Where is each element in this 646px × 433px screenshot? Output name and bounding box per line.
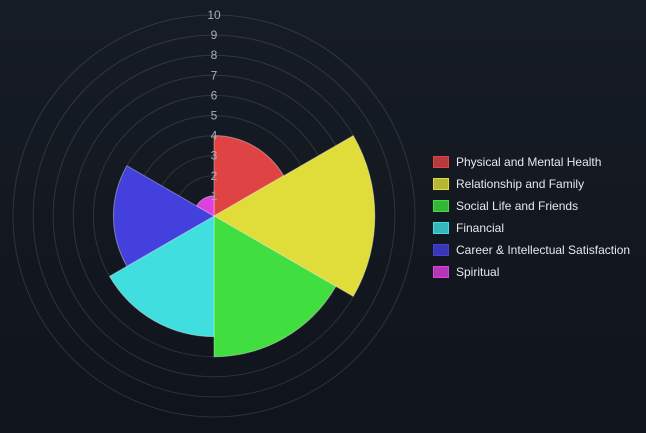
slice-financial[interactable] [108, 215, 215, 338]
slice-social-life-friends[interactable] [213, 215, 337, 358]
legend-item-relationship-family[interactable]: Relationship and Family [433, 173, 630, 195]
tick-label: 5 [211, 109, 218, 123]
tick-label: 8 [211, 48, 218, 62]
legend-swatch [433, 222, 449, 234]
legend-swatch [433, 266, 449, 278]
tick-label: 4 [211, 129, 218, 143]
slice-relationship-family[interactable] [212, 134, 376, 298]
slice-physical-mental-health[interactable] [213, 135, 285, 217]
legend-swatch [433, 200, 449, 212]
slices [108, 134, 376, 358]
legend-item-physical-mental-health[interactable]: Physical and Mental Health [433, 151, 630, 173]
legend-item-career-intellectual[interactable]: Career & Intellectual Satisfaction [433, 239, 630, 261]
legend-label: Financial [456, 221, 505, 235]
slice-spiritual[interactable] [195, 195, 215, 217]
tick-label: 10 [207, 8, 221, 22]
radial-tick-labels: 1 2 3 4 5 6 7 8 9 10 [207, 8, 221, 203]
legend-item-spiritual[interactable]: Spiritual [433, 261, 630, 283]
legend-item-social-life-friends[interactable]: Social Life and Friends [433, 195, 630, 217]
legend-label: Social Life and Friends [456, 199, 579, 213]
grid-ring [32, 34, 396, 398]
tick-label: 3 [211, 149, 218, 163]
tick-label: 6 [211, 88, 218, 102]
tick-label: 2 [211, 169, 218, 183]
slice-career-intellectual[interactable] [113, 165, 216, 267]
legend-swatch [433, 244, 449, 256]
legend-label: Career & Intellectual Satisfaction [456, 243, 631, 257]
legend-label: Physical and Mental Health [456, 155, 602, 169]
legend-swatch [433, 156, 449, 168]
legend-swatch [433, 178, 449, 190]
tick-label: 9 [211, 28, 218, 42]
tick-label: 1 [211, 189, 218, 203]
legend-label: Spiritual [456, 265, 500, 279]
legend: Physical and Mental Health Relationship … [433, 151, 630, 283]
legend-item-financial[interactable]: Financial [433, 217, 630, 239]
legend-label: Relationship and Family [456, 177, 585, 191]
grid-ring [12, 14, 416, 418]
tick-label: 7 [211, 68, 218, 82]
